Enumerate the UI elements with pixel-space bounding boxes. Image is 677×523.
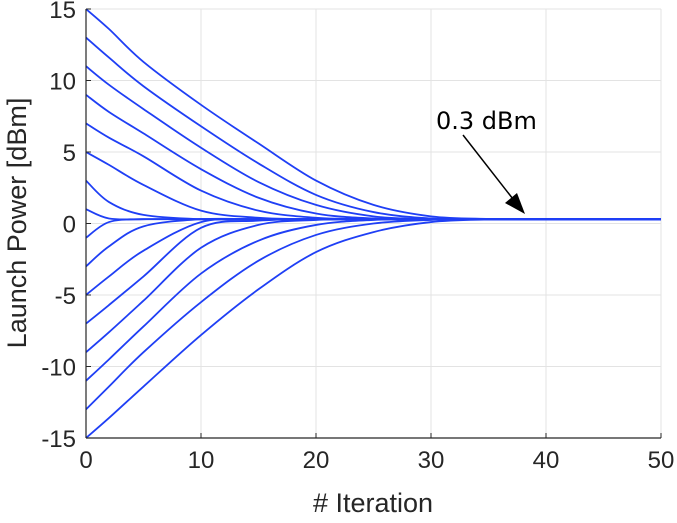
y-tick-label: 10 (49, 69, 76, 96)
grid-lines (85, 8, 662, 439)
y-tick-label: 5 (63, 140, 76, 167)
x-axis-ticks: 0 10 20 30 40 50 (79, 433, 674, 474)
x-tick-label: 50 (648, 447, 675, 474)
y-tick-label: 0 (63, 212, 76, 239)
x-axis-label: # Iteration (313, 488, 433, 518)
series-line (85, 218, 662, 439)
y-tick-label: -5 (55, 283, 76, 310)
y-axis-label: Launch Power [dBm] (2, 98, 32, 349)
x-tick-label: 30 (418, 447, 445, 474)
series-line (85, 218, 661, 411)
y-tick-label: 15 (49, 0, 76, 24)
series-line (85, 94, 661, 221)
series-line (85, 218, 661, 382)
x-tick-label: 40 (533, 447, 560, 474)
x-tick-label: 10 (188, 447, 215, 474)
y-tick-label: -15 (41, 426, 76, 453)
series-line (85, 151, 661, 221)
data-series (85, 8, 662, 439)
series-line (85, 65, 661, 221)
annotation-arrowhead-icon (505, 193, 525, 214)
x-tick-label: 0 (79, 447, 92, 474)
series-line (85, 218, 661, 353)
series-line (85, 217, 661, 296)
series-line (85, 217, 661, 268)
annotation-arrow-shaft (462, 134, 521, 209)
y-tick-label: -10 (41, 355, 76, 382)
y-axis-ticks: -15 -10 -5 0 5 10 15 (41, 0, 91, 453)
annotation: 0.3 dBm (436, 107, 537, 214)
x-tick-label: 20 (303, 447, 330, 474)
series-line (85, 8, 662, 221)
annotation-text: 0.3 dBm (436, 107, 537, 135)
